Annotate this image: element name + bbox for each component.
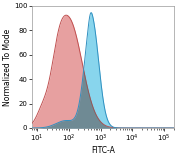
- X-axis label: FITC-A: FITC-A: [91, 146, 115, 155]
- Y-axis label: Normalized To Mode: Normalized To Mode: [4, 28, 12, 106]
